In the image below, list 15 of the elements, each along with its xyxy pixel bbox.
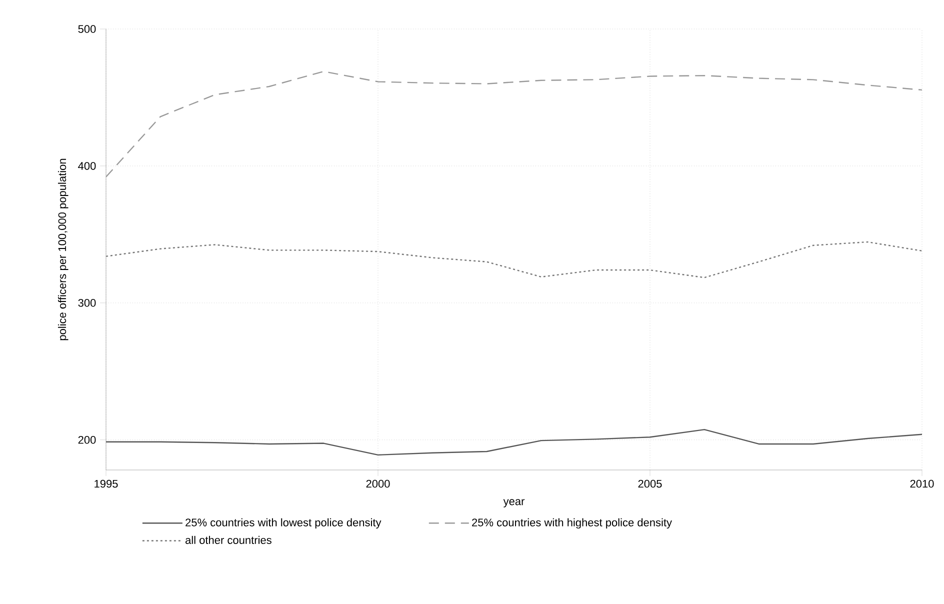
legend-label: 25% countries with highest police density (472, 518, 672, 529)
legend-label: all other countries (186, 536, 272, 544)
y-tick-label: 500 (78, 25, 96, 33)
y-tick-label: 400 (78, 162, 96, 170)
x-tick-label: 2010 (910, 480, 934, 488)
y-tick-label: 200 (78, 436, 96, 444)
legend-label: 25% countries with lowest police density (186, 518, 382, 529)
x-axis-title: year (503, 499, 525, 508)
y-tick-label: 300 (78, 299, 96, 307)
x-tick-label: 1995 (94, 480, 118, 488)
line-series (106, 241, 922, 278)
x-tick-label: 2005 (638, 480, 662, 488)
line-series (106, 428, 922, 456)
x-tick-label: 2000 (366, 480, 390, 488)
y-axis-title: police officers per 100,000 population (58, 158, 68, 340)
